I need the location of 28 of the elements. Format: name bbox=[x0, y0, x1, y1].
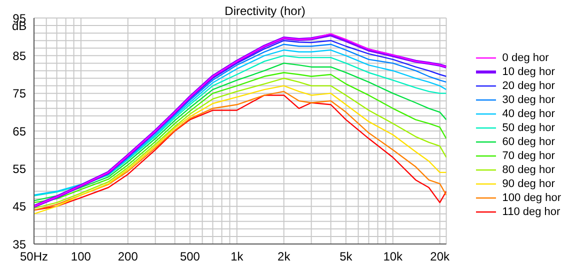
y-tick-label: 35 bbox=[12, 237, 26, 252]
x-tick-label: 2k bbox=[278, 250, 292, 264]
y-tick-label: 45 bbox=[12, 200, 26, 214]
y-tick-label: 75 bbox=[12, 86, 26, 101]
y-tick-label: 55 bbox=[12, 162, 26, 176]
legend-label: 100 deg hor bbox=[502, 191, 561, 205]
x-tick-label: 20k bbox=[430, 250, 450, 264]
x-tick-label: 100 bbox=[70, 250, 92, 264]
legend-label: 90 deg hor bbox=[502, 177, 555, 191]
chart-title: Directivity (hor) bbox=[224, 4, 306, 18]
x-tick-label: 1k bbox=[230, 250, 244, 264]
legend-label: 50 deg hor bbox=[502, 121, 555, 135]
legend-label: 40 deg hor bbox=[502, 107, 555, 121]
x-tick-label: 5k bbox=[340, 250, 354, 264]
y-tick-label: 65 bbox=[12, 124, 26, 138]
y-tick-label: 85 bbox=[12, 48, 26, 63]
legend-label: 110 deg hor bbox=[502, 205, 560, 219]
x-tick-label: 500 bbox=[180, 250, 200, 264]
legend-label: 60 deg hor bbox=[502, 135, 555, 149]
legend-label: 10 deg hor bbox=[502, 65, 555, 79]
legend-label: 80 deg hor bbox=[502, 163, 555, 177]
legend-label: 70 deg hor bbox=[502, 149, 555, 163]
x-tick-label: 200 bbox=[118, 250, 138, 264]
legend-label: 30 deg hor bbox=[502, 93, 555, 107]
x-tick-label: 10k bbox=[383, 250, 404, 264]
legend-label: 20 deg hor bbox=[502, 79, 555, 93]
x-tick-label: 50Hz bbox=[20, 250, 48, 264]
legend-label: 0 deg hor bbox=[502, 51, 549, 65]
